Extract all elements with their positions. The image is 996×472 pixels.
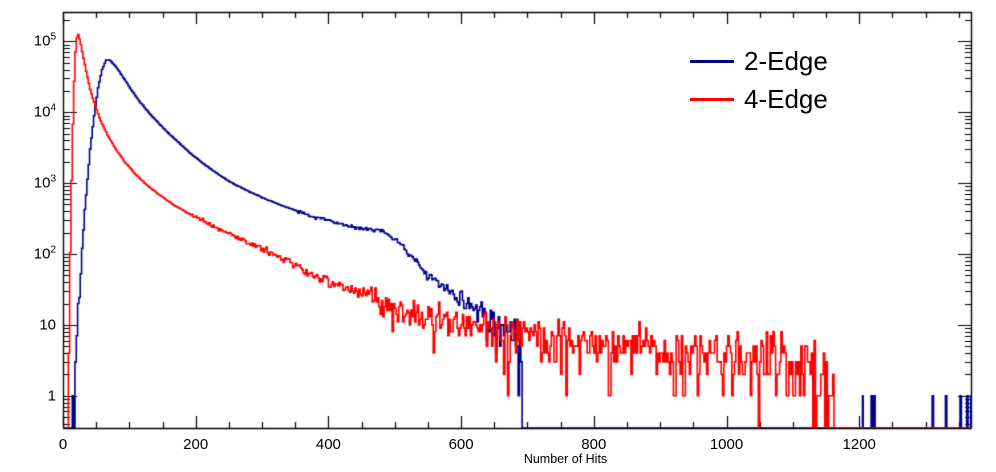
- y-tick-label-2: 102: [33, 244, 56, 263]
- x-tick-label-5: 1000: [709, 436, 744, 453]
- x-tick-label-4: 800: [581, 436, 607, 453]
- legend-swatch-2-edge: [690, 59, 734, 63]
- y-tick-label-5: 105: [33, 31, 56, 50]
- legend: 2-Edge 4-Edge: [690, 42, 870, 118]
- legend-label-4-edge: 4-Edge: [744, 83, 828, 114]
- y-tick-label-1: 10: [39, 316, 56, 334]
- legend-swatch-4-edge: [690, 97, 734, 101]
- x-tick-label-6: 1200: [842, 436, 876, 453]
- y-tick-label-0: 1: [47, 387, 56, 405]
- y-tick-label-3: 103: [33, 173, 56, 192]
- x-tick-label-2: 400: [315, 436, 341, 453]
- legend-entry-4-edge[interactable]: 4-Edge: [690, 80, 870, 118]
- legend-label-2-edge: 2-Edge: [744, 45, 828, 76]
- x-tick-label-3: 600: [448, 436, 474, 453]
- legend-entry-2-edge[interactable]: 2-Edge: [690, 42, 870, 80]
- x-tick-label-0: 0: [58, 436, 68, 453]
- x-tick-label-1: 200: [183, 436, 209, 453]
- x-axis-title: Number of Hits: [523, 452, 608, 466]
- y-tick-label-4: 104: [33, 102, 56, 121]
